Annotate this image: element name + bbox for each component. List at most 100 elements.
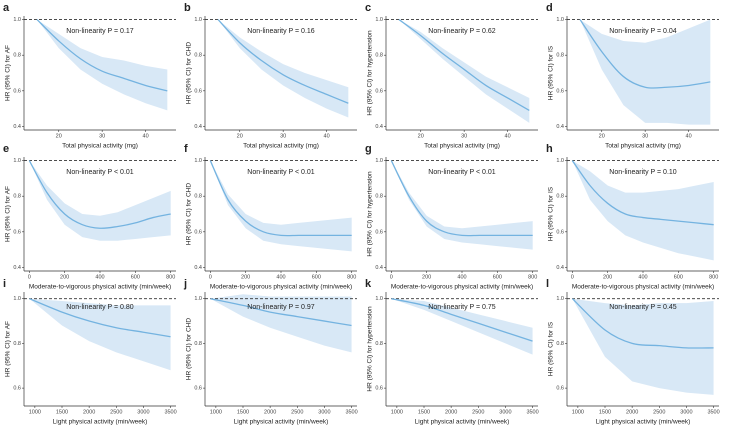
x-tick-label: 3500 [707, 409, 719, 415]
x-tick-label: 40 [505, 133, 511, 139]
x-tick-label: 3500 [526, 409, 538, 415]
confidence-band [210, 160, 352, 252]
annotation: Non-linearity P = 0.10 [609, 169, 676, 176]
x-tick-label: 600 [131, 274, 140, 280]
hr-curve [210, 298, 352, 327]
x-tick-label: 1500 [237, 409, 249, 415]
annotation: Non-linearity P = 0.75 [428, 304, 495, 311]
x-tick-label: 3500 [164, 409, 176, 415]
panel-label: g [365, 143, 372, 155]
panel: 0.4 0.6 0.8 1.0 20 30 40 d Non-linearity P = 0.0… [546, 2, 719, 150]
y-tick-label: 1.0 [13, 158, 21, 164]
y-axis-title: HR (95% CI) for AF [5, 45, 12, 101]
confidence-band [391, 298, 533, 355]
y-tick-label: 1.0 [194, 17, 202, 23]
x-tick-label: 400 [276, 274, 285, 280]
x-axis-title: Moderate-to-vigorous physical activity (… [210, 284, 352, 291]
y-tick-label: 0.8 [556, 53, 564, 59]
y-axis-title: HR (95% CI) for hypertension [367, 306, 374, 392]
y-axis-title: HR (95% CI) for CHD [186, 318, 193, 380]
y-tick-label: 0.4 [375, 124, 383, 130]
x-tick-label: 3000 [137, 409, 149, 415]
y-tick-label: 0.8 [13, 53, 21, 59]
y-tick-label: 1.0 [556, 296, 564, 302]
x-tick-label: 600 [312, 274, 321, 280]
panel-label: k [365, 278, 372, 290]
x-tick-label: 30 [642, 133, 648, 139]
annotation: Non-linearity P = 0.97 [247, 304, 314, 311]
panel-label: i [3, 278, 6, 290]
y-axis-title: HR (95% CI) for hypertension [367, 30, 374, 116]
y-tick-label: 0.4 [194, 265, 202, 271]
x-tick-label: 800 [528, 274, 537, 280]
y-axis-title: HR (95% CI) for AF [5, 186, 12, 242]
x-tick-label: 200 [241, 274, 250, 280]
x-tick-label: 200 [603, 274, 612, 280]
y-tick-label: 0.8 [375, 194, 383, 200]
y-tick-label: 0.4 [556, 265, 564, 271]
y-tick-label: 0.6 [556, 229, 564, 235]
annotation: Non-linearity P = 0.16 [247, 28, 314, 35]
x-tick-label: 1000 [572, 409, 584, 415]
x-tick-label: 0 [28, 274, 31, 280]
x-axis-title: Total physical activity (mg) [243, 143, 319, 150]
x-tick-label: 0 [209, 274, 212, 280]
y-tick-label: 1.0 [556, 158, 564, 164]
x-tick-label: 1500 [56, 409, 68, 415]
panel-label: e [3, 143, 9, 155]
panel-label: h [546, 143, 553, 155]
y-tick-label: 0.6 [375, 88, 383, 94]
annotation: Non-linearity P = 0.62 [428, 28, 495, 35]
hr-curve [28, 160, 171, 229]
confidence-band [218, 19, 349, 118]
x-tick-label: 2000 [83, 409, 95, 415]
y-axis-title: HR (95% CI) for CHD [186, 183, 193, 245]
x-tick-label: 0 [571, 274, 574, 280]
x-tick-label: 40 [324, 133, 330, 139]
panel-label: a [3, 2, 10, 14]
x-tick-label: 2500 [472, 409, 484, 415]
x-tick-label: 1500 [599, 409, 611, 415]
x-tick-label: 800 [166, 274, 175, 280]
hr-curve [29, 298, 171, 338]
panel-label: d [546, 2, 553, 14]
hr-curve [217, 19, 349, 104]
panel: 0.4 0.6 0.8 1.0 20 30 40 b Non-linearity P = 0.1… [184, 2, 357, 150]
y-tick-label: 0.4 [375, 265, 383, 271]
y-tick-label: 0.8 [13, 341, 21, 347]
y-tick-label: 0.8 [194, 194, 202, 200]
x-tick-label: 1000 [29, 409, 41, 415]
panel-label: b [184, 2, 191, 14]
panel-label: j [183, 278, 187, 290]
y-tick-label: 1.0 [13, 17, 21, 23]
x-tick-label: 3000 [499, 409, 511, 415]
x-tick-label: 2000 [445, 409, 457, 415]
x-tick-label: 400 [457, 274, 466, 280]
x-tick-label: 1500 [418, 409, 430, 415]
x-axis-title: Light physical activity (min/week) [234, 419, 329, 426]
x-tick-label: 1000 [210, 409, 222, 415]
panel-label: c [365, 2, 371, 14]
x-axis-title: Moderate-to-vigorous physical activity (… [572, 284, 714, 291]
hr-curve [398, 19, 530, 111]
y-tick-label: 0.8 [375, 341, 383, 347]
annotation: Non-linearity P = 0.80 [66, 304, 133, 311]
y-axis-title: HR (95% CI) for CHD [186, 42, 193, 104]
panel: 0.4 0.6 0.8 1.0 0 200 400 600 800 e Non-linearity … [3, 143, 176, 291]
x-tick-label: 30 [99, 133, 105, 139]
panel-label: l [546, 278, 549, 290]
x-axis-title: Light physical activity (min/week) [415, 419, 510, 426]
y-tick-label: 0.6 [13, 386, 21, 392]
y-tick-label: 1.0 [194, 296, 202, 302]
x-tick-label: 30 [280, 133, 286, 139]
x-tick-label: 400 [95, 274, 104, 280]
hr-curve [209, 160, 352, 237]
hr-curve [571, 160, 714, 226]
x-tick-label: 20 [418, 133, 424, 139]
x-tick-label: 20 [237, 133, 243, 139]
panel: 0.4 0.6 0.8 1.0 20 30 40 c Non-linearity P = 0.6… [365, 2, 538, 150]
x-tick-label: 40 [686, 133, 692, 139]
panel: 0.4 0.6 0.8 1.0 0 200 400 600 800 f Non-linearity … [184, 143, 357, 291]
confidence-band [572, 160, 714, 261]
y-tick-label: 0.4 [194, 124, 202, 130]
